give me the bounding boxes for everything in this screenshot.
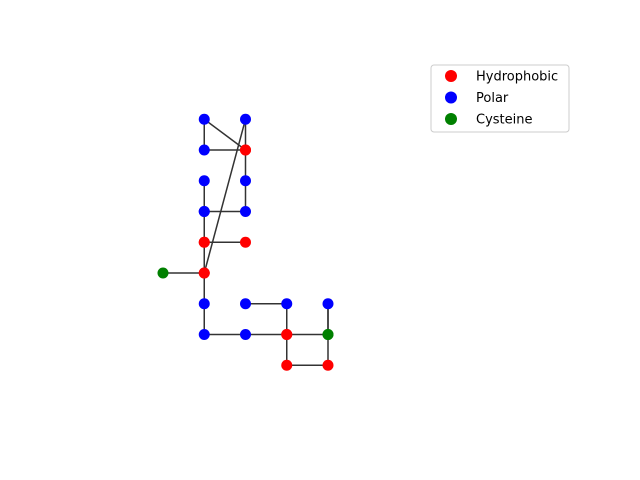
legend-entry: Cysteine <box>445 113 533 128</box>
residue-point-polar <box>198 144 210 156</box>
bond-line <box>203 118 246 151</box>
residue-point-hydrophobic <box>281 359 293 371</box>
residue-point-hydrophobic <box>281 329 293 340</box>
residue-point-polar <box>198 175 210 187</box>
residue-point-hydrophobic <box>198 267 210 279</box>
legend-marker <box>445 113 457 125</box>
residue-point-hydrophobic <box>240 236 251 248</box>
residue-point-polar <box>281 298 293 310</box>
residue-point-hydrophobic <box>240 144 251 156</box>
residue-points <box>157 113 334 371</box>
residue-point-hydrophobic <box>198 236 210 248</box>
legend-marker <box>445 91 457 104</box>
residue-point-hydrophobic <box>322 359 334 371</box>
residue-point-polar <box>240 329 251 340</box>
residue-point-polar <box>240 175 251 187</box>
residue-point-polar <box>322 298 334 310</box>
legend-label: Hydrophobic <box>476 70 558 85</box>
legend-entry: Polar <box>445 91 509 106</box>
residue-point-cysteine <box>322 329 334 340</box>
legend-frame <box>430 64 570 133</box>
legend-label: Polar <box>476 91 509 106</box>
residue-point-cysteine <box>157 267 169 279</box>
legend-items: Hydrophobic Polar Cysteine <box>445 70 558 128</box>
residue-point-polar <box>198 298 210 310</box>
residue-point-polar <box>198 206 210 217</box>
legend: Hydrophobic Polar Cysteine <box>430 64 570 133</box>
residue-point-polar <box>240 113 251 125</box>
bond-line <box>203 119 247 274</box>
legend-entry: Hydrophobic <box>445 70 558 85</box>
legend-label: Cysteine <box>476 113 533 128</box>
residue-point-polar <box>198 329 210 340</box>
residue-point-polar <box>240 298 251 310</box>
residue-point-polar <box>198 113 210 125</box>
legend-marker <box>445 70 457 82</box>
residue-point-polar <box>240 206 251 217</box>
